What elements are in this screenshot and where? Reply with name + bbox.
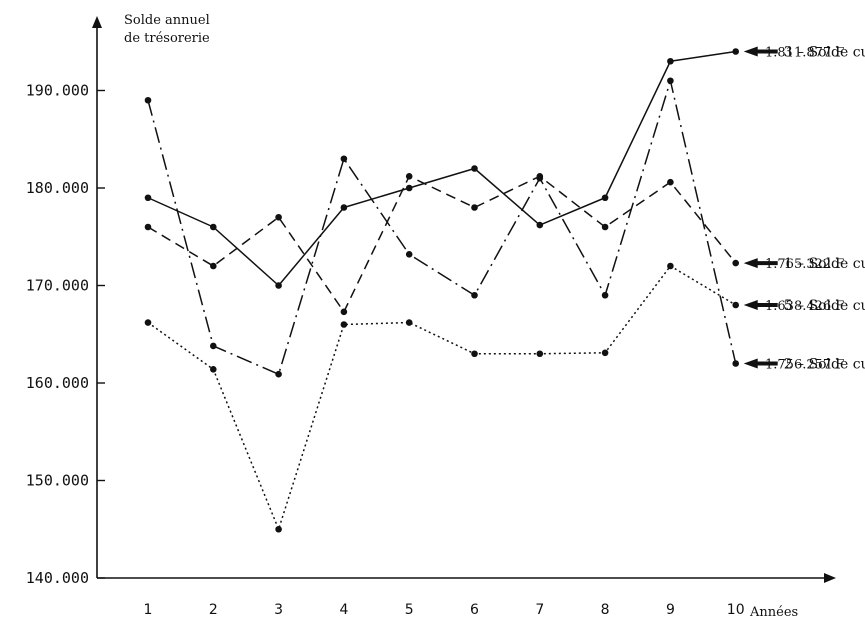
data-point [471, 165, 478, 172]
data-point [732, 48, 739, 55]
annotation-series-1: 1 – Solde cumulé1.765.322 F [743, 256, 865, 272]
x-categories: 1 2 3 4 5 6 7 8 9 10 [144, 602, 745, 618]
data-point [667, 262, 674, 270]
series-3 [144, 48, 739, 289]
x-tick-label: 10 [727, 602, 745, 618]
annotations: 1 – Solde cumulé1.765.322 F 2 – Solde cum… [743, 45, 865, 373]
x-tick-label: 8 [601, 602, 610, 618]
y-tick-label: 180.000 [26, 179, 89, 197]
annotation-value: 1.756.257 F [765, 358, 844, 373]
series-line-5 [147, 265, 737, 530]
data-point [210, 223, 217, 231]
annotation-value: 1.811.877 F [765, 46, 844, 61]
data-point [601, 349, 609, 357]
data-point [471, 291, 478, 299]
annotation-arrow [743, 300, 778, 310]
annotation-value: 1.638.426 F [765, 299, 844, 314]
annotation-label: 3 – Solde cumulé [784, 45, 865, 61]
data-point [601, 223, 609, 231]
series-line-1 [147, 175, 737, 313]
data-point [210, 262, 217, 270]
data-point [471, 350, 478, 358]
x-tick-label: 9 [666, 602, 675, 618]
y-axis-title-line2: de trésorerie [124, 31, 210, 46]
series-group [144, 48, 739, 533]
annotation-label: 2 – Solde cumulé [784, 357, 865, 373]
data-point [275, 282, 282, 289]
y-axis-title-line1: Solde annuel [124, 13, 210, 28]
series-5 [144, 262, 739, 533]
data-point [536, 174, 544, 182]
data-point [732, 301, 739, 309]
data-point [732, 360, 739, 367]
annotation-label: 1 – Solde cumulé [784, 256, 865, 272]
annotation-value: 1.765.322 F [765, 257, 844, 272]
data-point [536, 350, 544, 358]
annotation-arrow [743, 358, 778, 369]
data-point [340, 155, 348, 163]
annotation-series-3: 3 – Solde cumulé1.811.877 F [743, 45, 865, 61]
y-tick-label: 150.000 [26, 472, 89, 490]
data-point [405, 184, 413, 192]
x-tick-label: 3 [274, 602, 283, 618]
data-point [144, 223, 152, 231]
x-tick-label: 7 [535, 602, 544, 618]
data-point [667, 77, 674, 85]
data-point [405, 319, 413, 326]
data-point [340, 204, 348, 211]
annotation-label: 5 – Solde cumulé [784, 298, 865, 314]
data-point [601, 291, 609, 299]
x-axis-title: Années [749, 605, 798, 620]
y-axis-arrow [92, 16, 102, 28]
x-axis-arrow [824, 573, 836, 583]
axes [92, 16, 836, 583]
annotation-series-5: 5 – Solde cumulé1.638.426 F [743, 298, 865, 314]
data-point [144, 194, 152, 202]
y-tick-label: 160.000 [26, 374, 89, 392]
y-tick-label: 190.000 [26, 82, 89, 100]
data-point [405, 251, 413, 258]
series-2 [144, 77, 739, 378]
y-tick-label: 170.000 [26, 277, 89, 295]
series-line-2 [147, 80, 737, 375]
x-tick-label: 6 [470, 602, 479, 618]
x-tick-label: 5 [405, 602, 414, 618]
data-point [210, 342, 217, 350]
x-tick-label: 2 [209, 602, 218, 618]
annotation-series-2: 2 – Solde cumulé1.756.257 F [743, 357, 865, 373]
data-point [471, 204, 478, 211]
data-point [275, 370, 282, 378]
data-point [536, 221, 544, 229]
data-point [144, 96, 152, 104]
data-point [275, 525, 282, 533]
data-point [340, 308, 348, 316]
data-point [667, 57, 674, 65]
annotation-arrow [743, 258, 778, 269]
data-point [275, 213, 282, 221]
data-point [210, 366, 217, 373]
data-point [340, 321, 348, 328]
annotation-arrow [743, 46, 778, 57]
series-line-3 [147, 50, 736, 287]
data-point [732, 259, 739, 267]
data-point [405, 173, 413, 180]
x-tick-label: 4 [339, 602, 348, 618]
x-tick-label: 1 [144, 602, 153, 618]
y-ticks: 140.000 150.000 160.000 170.000 180.000 190.0… [26, 82, 105, 587]
y-tick-label: 140.000 [26, 569, 89, 587]
series-1 [144, 173, 739, 316]
data-point [601, 194, 609, 202]
data-point [667, 178, 674, 186]
data-point [144, 319, 152, 326]
